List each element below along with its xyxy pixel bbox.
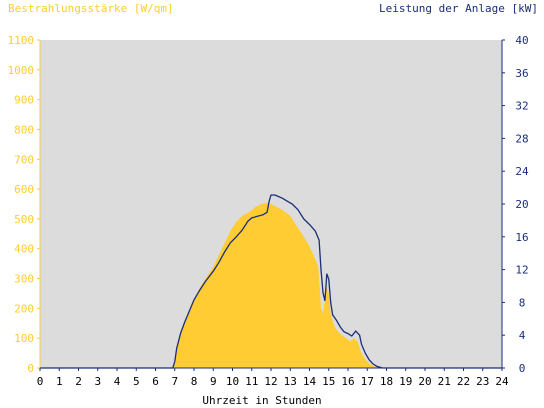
x-tick-label: 17 bbox=[361, 375, 374, 388]
x-tick-label: 5 bbox=[133, 375, 140, 388]
x-tick-label: 10 bbox=[226, 375, 239, 388]
power-line bbox=[40, 194, 502, 369]
irradiance-area bbox=[40, 202, 502, 368]
right-tick-label: 28 bbox=[515, 132, 528, 145]
left-tick-label: 900 bbox=[14, 94, 34, 107]
right-tick-label: 8 bbox=[519, 296, 526, 309]
x-tick-label: 4 bbox=[114, 375, 121, 388]
left-tick-label: 1100 bbox=[8, 34, 35, 47]
x-tick-label: 18 bbox=[380, 375, 393, 388]
left-tick-label: 500 bbox=[14, 213, 34, 226]
right-axis-title: Leistung der Anlage [kW] bbox=[379, 2, 538, 15]
left-tick-label: 600 bbox=[14, 183, 34, 196]
axes-layer: 0100200300400500600700800900100011000481… bbox=[8, 34, 529, 388]
x-tick-label: 11 bbox=[245, 375, 258, 388]
x-tick-label: 21 bbox=[438, 375, 451, 388]
right-tick-label: 24 bbox=[515, 165, 529, 178]
x-tick-label: 0 bbox=[37, 375, 44, 388]
left-tick-label: 800 bbox=[14, 123, 34, 136]
x-tick-label: 24 bbox=[495, 375, 509, 388]
x-tick-label: 1 bbox=[56, 375, 63, 388]
x-tick-label: 9 bbox=[210, 375, 217, 388]
x-tick-label: 12 bbox=[264, 375, 277, 388]
right-tick-label: 0 bbox=[519, 362, 526, 375]
left-tick-label: 400 bbox=[14, 243, 34, 256]
left-tick-label: 700 bbox=[14, 153, 34, 166]
x-tick-label: 8 bbox=[191, 375, 198, 388]
right-tick-label: 16 bbox=[515, 231, 528, 244]
x-tick-label: 6 bbox=[152, 375, 159, 388]
right-tick-label: 20 bbox=[515, 198, 528, 211]
x-tick-label: 3 bbox=[94, 375, 101, 388]
right-tick-label: 36 bbox=[515, 67, 528, 80]
x-tick-label: 19 bbox=[399, 375, 412, 388]
left-axis-title: Bestrahlungsstärke [W/qm] bbox=[8, 2, 174, 15]
right-tick-label: 40 bbox=[515, 34, 528, 47]
right-tick-label: 4 bbox=[519, 329, 526, 342]
x-tick-label: 14 bbox=[303, 375, 317, 388]
left-tick-label: 200 bbox=[14, 302, 34, 315]
x-tick-label: 20 bbox=[418, 375, 431, 388]
left-tick-label: 300 bbox=[14, 273, 34, 286]
x-axis-title: Uhrzeit in Stunden bbox=[202, 394, 321, 407]
x-tick-label: 7 bbox=[171, 375, 178, 388]
x-tick-label: 23 bbox=[476, 375, 489, 388]
series-layer bbox=[40, 194, 502, 369]
x-tick-label: 16 bbox=[341, 375, 354, 388]
x-tick-label: 15 bbox=[322, 375, 335, 388]
left-tick-label: 1000 bbox=[8, 64, 35, 77]
x-tick-label: 2 bbox=[75, 375, 82, 388]
left-tick-label: 100 bbox=[14, 332, 34, 345]
right-tick-label: 12 bbox=[515, 264, 528, 277]
x-tick-label: 13 bbox=[284, 375, 297, 388]
right-tick-label: 32 bbox=[515, 100, 528, 113]
left-tick-label: 0 bbox=[27, 362, 34, 375]
x-tick-label: 22 bbox=[457, 375, 470, 388]
